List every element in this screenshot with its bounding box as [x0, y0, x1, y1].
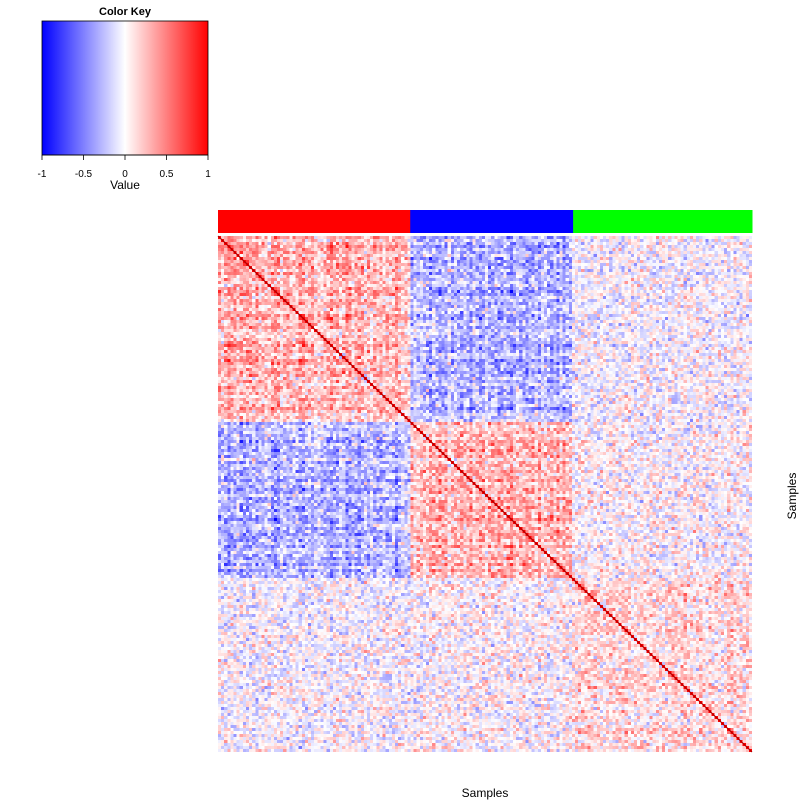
color-key-tick-label: 0	[122, 169, 128, 180]
group-bar-group-3	[573, 210, 753, 233]
group-bar-group-1	[218, 210, 411, 233]
color-key-tick-label: 1	[205, 169, 211, 180]
color-key-axis: -1 -0.5 0 0.5 1	[38, 154, 211, 180]
color-key-title: Color Key	[99, 6, 152, 18]
heatmap-diagonal	[217, 235, 753, 753]
color-key: Color Key -1 -0.5 0 0.5 1 Value	[38, 6, 212, 192]
y-axis-label: Samples	[785, 473, 799, 520]
heatmap-matrix	[217, 235, 753, 753]
x-axis-label: Samples	[462, 786, 509, 800]
group-bar-group-2	[410, 210, 574, 233]
color-key-xlabel: Value	[110, 178, 140, 192]
color-key-tick-label: -1	[38, 169, 47, 180]
color-key-tick-label: 0.5	[160, 169, 174, 180]
color-key-gradient	[42, 21, 208, 155]
color-key-tick-label: -0.5	[75, 169, 93, 180]
group-color-bar	[218, 210, 753, 233]
